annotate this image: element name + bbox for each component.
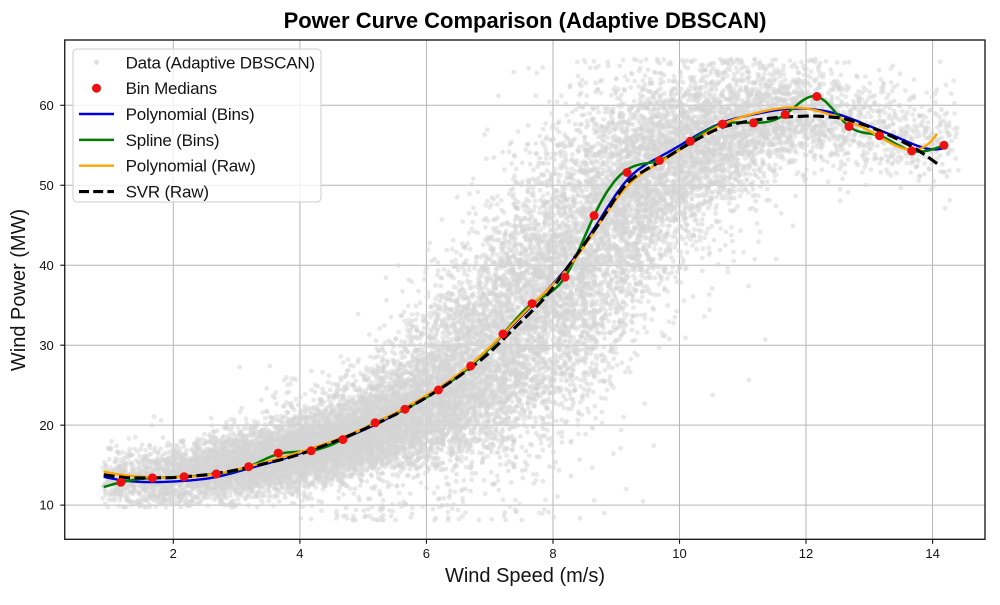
svg-text:Spline (Bins): Spline (Bins) bbox=[126, 131, 220, 150]
svg-text:4: 4 bbox=[296, 546, 303, 561]
svg-text:Polynomial (Raw): Polynomial (Raw) bbox=[126, 157, 256, 176]
svg-text:Bin Medians: Bin Medians bbox=[126, 79, 217, 98]
svg-text:12: 12 bbox=[799, 546, 813, 561]
svg-text:Data (Adaptive DBSCAN): Data (Adaptive DBSCAN) bbox=[126, 53, 315, 72]
svg-text:10: 10 bbox=[672, 546, 686, 561]
svg-text:50: 50 bbox=[39, 178, 53, 193]
svg-text:Power Curve Comparison (Adapti: Power Curve Comparison (Adaptive DBSCAN) bbox=[284, 8, 767, 33]
svg-text:60: 60 bbox=[39, 98, 53, 113]
svg-text:2: 2 bbox=[170, 546, 177, 561]
svg-text:20: 20 bbox=[39, 418, 53, 433]
svg-text:Wind Speed (m/s): Wind Speed (m/s) bbox=[445, 565, 605, 587]
svg-text:10: 10 bbox=[39, 498, 53, 513]
svg-text:SVR (Raw): SVR (Raw) bbox=[126, 183, 209, 202]
svg-text:40: 40 bbox=[39, 258, 53, 273]
svg-text:14: 14 bbox=[925, 546, 939, 561]
svg-text:30: 30 bbox=[39, 338, 53, 353]
svg-text:Polynomial (Bins): Polynomial (Bins) bbox=[126, 105, 255, 124]
svg-text:6: 6 bbox=[423, 546, 430, 561]
svg-text:8: 8 bbox=[549, 546, 556, 561]
svg-text:Wind Power (MW): Wind Power (MW) bbox=[8, 209, 30, 371]
